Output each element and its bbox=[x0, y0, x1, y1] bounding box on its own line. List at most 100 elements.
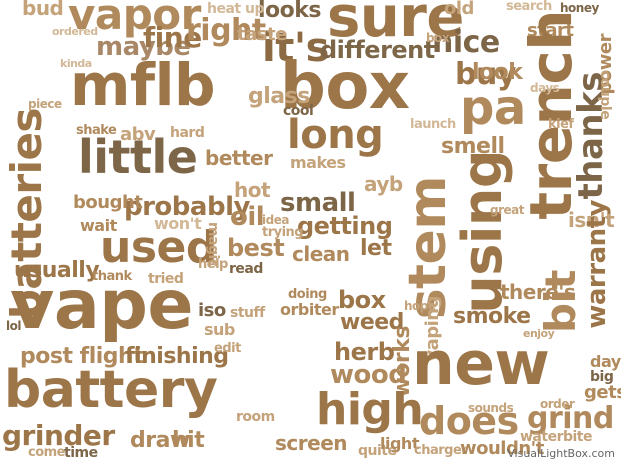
word-days: days bbox=[530, 81, 560, 95]
word-stuff: stuff bbox=[230, 305, 265, 321]
word-maybe: maybe bbox=[96, 32, 191, 62]
word-probably: probably bbox=[124, 192, 250, 222]
word-grinder: grinder bbox=[2, 419, 115, 452]
word-mflb: mflb bbox=[70, 51, 216, 119]
word-pa: pa bbox=[460, 80, 526, 136]
word-hope: hope bbox=[404, 299, 436, 313]
word-warranty: warranty bbox=[582, 200, 612, 329]
word-glass: glass bbox=[248, 84, 310, 109]
word-post-flight: post flight bbox=[20, 344, 144, 369]
word-clean: clean bbox=[292, 242, 350, 266]
word-tried: tried bbox=[148, 271, 184, 287]
word-new: new bbox=[412, 329, 550, 399]
word-cool: cool bbox=[283, 103, 314, 119]
word-box: box bbox=[280, 50, 410, 124]
word-hard: hard bbox=[170, 125, 205, 141]
word-grind: grind bbox=[527, 401, 614, 436]
word-better: better bbox=[205, 146, 273, 170]
word-weed: weed bbox=[340, 310, 404, 335]
word-herb: herb bbox=[334, 338, 395, 366]
word-order: order bbox=[540, 397, 575, 411]
word-vapor: vapor bbox=[68, 0, 201, 39]
word-quite: quite bbox=[358, 443, 397, 459]
word-abv: abv bbox=[120, 124, 156, 145]
word-gets: gets bbox=[584, 382, 621, 403]
word-smoke: smoke bbox=[453, 304, 531, 329]
word-ordered: ordered bbox=[52, 25, 98, 38]
word-big: big bbox=[590, 369, 614, 385]
word-charger: charger bbox=[414, 443, 468, 458]
word-sounds: sounds bbox=[468, 401, 514, 415]
word-finishing: finishing bbox=[125, 344, 229, 369]
word-room: room bbox=[236, 409, 275, 425]
word-couple: couple bbox=[597, 70, 613, 120]
word-box-small: box bbox=[426, 31, 450, 45]
word-start: start bbox=[527, 20, 574, 41]
word-help: help bbox=[198, 257, 228, 272]
word-looks: looks bbox=[258, 0, 322, 23]
word-wouldn-t: wouldn't bbox=[460, 438, 544, 459]
word-enjoy: enjoy bbox=[523, 327, 555, 340]
word-day: day bbox=[590, 352, 621, 371]
word-battery: battery bbox=[4, 360, 218, 420]
word-different: different bbox=[320, 36, 435, 64]
word-usually: usually bbox=[14, 258, 100, 283]
word-trying: trying bbox=[262, 225, 304, 240]
word-magic: magic bbox=[205, 222, 221, 267]
word-right: right bbox=[186, 13, 266, 48]
word-old: old bbox=[444, 0, 474, 19]
word-kinda: kinda bbox=[60, 57, 92, 70]
word-isn-t: isn't bbox=[568, 208, 615, 232]
word-lol: lol bbox=[6, 319, 21, 333]
word-box-mid: box bbox=[338, 286, 386, 314]
word-taste: taste bbox=[237, 24, 287, 45]
word-used: used bbox=[100, 222, 217, 273]
word-high: high bbox=[316, 384, 424, 435]
word-hot: hot bbox=[234, 178, 271, 202]
word-light: light bbox=[380, 434, 419, 453]
word-sub: sub bbox=[204, 320, 235, 339]
word-does: does bbox=[419, 399, 519, 443]
word-read: read bbox=[229, 261, 263, 277]
word-edit: edit bbox=[214, 341, 241, 356]
word-piece: piece bbox=[28, 97, 62, 111]
word-fine: fine bbox=[143, 21, 202, 54]
word-draw: draw bbox=[130, 428, 190, 453]
word-iso: iso bbox=[198, 300, 226, 321]
word-bud: bud bbox=[22, 0, 64, 20]
word-thank: thank bbox=[92, 269, 132, 284]
word-wait: wait bbox=[80, 216, 117, 235]
word-smell: smell bbox=[441, 134, 505, 159]
word-oil: oil bbox=[230, 202, 265, 232]
word-let: let bbox=[360, 236, 392, 261]
word-kief: kief bbox=[548, 117, 574, 132]
word-little: little bbox=[78, 130, 198, 184]
word-doing: doing bbox=[288, 287, 327, 302]
word-it-s: it's bbox=[262, 25, 329, 71]
word-launch: launch bbox=[410, 117, 456, 132]
word-won-t: won't bbox=[154, 214, 202, 233]
word-time: time bbox=[64, 445, 98, 461]
word-getting: getting bbox=[297, 212, 393, 240]
word-waterbite: waterbite bbox=[520, 429, 592, 445]
word-come: come bbox=[28, 445, 66, 460]
word-orbiter: orbiter bbox=[280, 300, 339, 319]
word-shake: shake bbox=[76, 123, 117, 138]
word-bought: bought bbox=[73, 192, 143, 213]
word-vape: vape bbox=[10, 266, 194, 345]
word-look: look bbox=[472, 60, 523, 85]
word-sure: sure bbox=[327, 0, 464, 50]
word-makes: makes bbox=[290, 153, 346, 172]
word-nice: nice bbox=[432, 25, 500, 60]
word-screen: screen bbox=[275, 431, 348, 455]
word-great: great bbox=[490, 203, 524, 217]
credit-text: VisualLightBox.com bbox=[507, 447, 615, 460]
word-best: best bbox=[227, 234, 285, 262]
word-long: long bbox=[287, 112, 384, 158]
word-idea: idea bbox=[262, 213, 289, 227]
word-honey: honey bbox=[560, 1, 599, 15]
word-heat-up: heat up bbox=[207, 1, 264, 17]
word-ayb: ayb bbox=[364, 172, 403, 196]
word-wood: wood bbox=[330, 360, 407, 390]
